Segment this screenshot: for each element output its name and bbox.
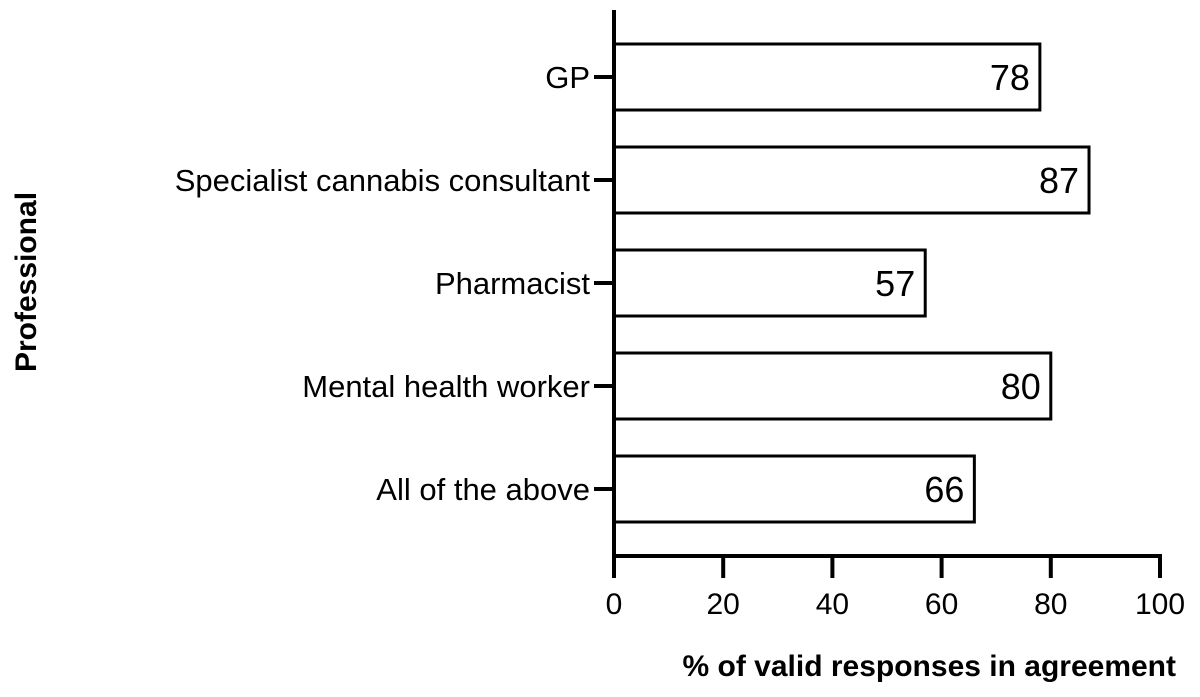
bar-value-label: 78 <box>990 57 1030 98</box>
category-label: All of the above <box>376 472 590 507</box>
bars-layer: 78 87 57 80 66 <box>612 42 1091 524</box>
x-tick-label: 0 <box>606 588 623 621</box>
x-axis-title: % of valid responses in agreement <box>683 650 1177 683</box>
x-tick-label: 80 <box>1034 588 1067 621</box>
bar <box>612 42 1042 112</box>
category-labels: GP Specialist cannabis consultant Pharmaci… <box>175 60 614 507</box>
bar <box>612 454 976 524</box>
bar-value-label: 80 <box>1001 366 1041 407</box>
x-tick-label: 40 <box>816 588 849 621</box>
bar <box>612 351 1053 421</box>
bar-value-label: 57 <box>875 263 915 304</box>
x-tick-label: 20 <box>707 588 740 621</box>
category-label: GP <box>545 60 590 95</box>
bar <box>612 145 1091 215</box>
category-label: Pharmacist <box>435 266 590 301</box>
category-label: Specialist cannabis consultant <box>175 163 591 198</box>
category-label: Mental health worker <box>302 369 590 404</box>
bar-value-label: 87 <box>1039 160 1079 201</box>
x-tick-label: 60 <box>925 588 958 621</box>
x-tick-label: 100 <box>1135 588 1185 621</box>
bar-value-label: 66 <box>924 469 964 510</box>
x-axis-ticks: 0 20 40 60 80 100 <box>606 556 1185 621</box>
y-axis-title: Professional <box>10 192 43 372</box>
